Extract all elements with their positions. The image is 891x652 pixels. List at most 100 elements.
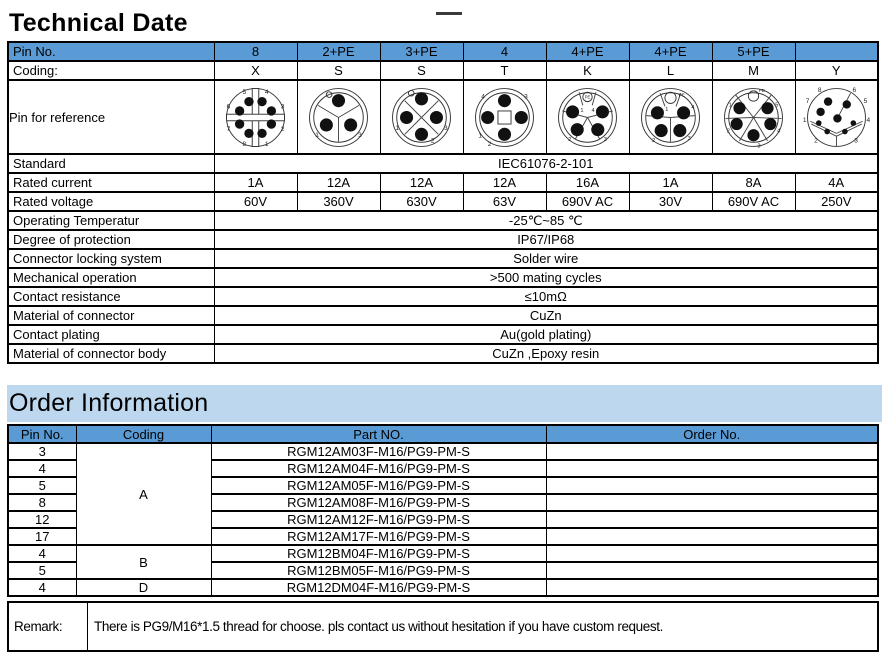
order-pin-cell: 5 [7,561,77,580]
tech-spec-cell-6: 690V AC [711,191,796,212]
order-part-no-cell: RGM12AM04F-M16/PG9-PM-S [210,459,547,478]
order-section-title: Order Information [9,389,209,417]
svg-text:PE: PE [679,92,685,97]
remark-row: Remark: There is PG9/M16*1.5 thread for … [7,601,879,652]
order-order-no-cell [545,561,879,580]
tech-pin-count-cell-4: 4+PE [545,41,630,62]
tech-coding-cell-2: S [379,60,464,81]
tech-spec-cell-4: 16A [545,172,630,193]
connector-t-4pin-icon: 4 3 12 [475,87,534,148]
tech-spec-row-4: Degree of protection IP67/IP68 [7,229,879,250]
order-order-no-cell [545,476,879,495]
order-part-no-cell: RGM12BM05F-M16/PG9-PM-S [210,561,547,580]
order-coding-cell: A [75,442,212,546]
tech-spec-span-value: IP67/IP68 [213,229,879,250]
tech-spec-cell-6: 8A [711,172,796,193]
tech-coding-cell-3: T [462,60,547,81]
technical-section-title: Technical Date [9,9,188,37]
svg-text:1: 1 [803,116,807,123]
tech-spec-cell-7: 250V [794,191,879,212]
order-part-no-cell: RGM12AM12F-M16/PG9-PM-S [210,510,547,529]
tech-pin-no-label: Pin No. [7,41,215,62]
svg-text:7: 7 [227,126,231,133]
svg-text:2: 2 [431,137,435,144]
tech-spec-label: Connector locking system [7,248,215,269]
tech-spec-label: Standard [7,153,215,174]
datasheet-page: Technical Date Pin No. 8 2+PE 3+PE 4 4+PE 4+PE… [0,9,891,652]
technical-table: Pin No. 8 2+PE 3+PE 4 4+PE 4+PE 5+PE Coding: X S S T… [7,41,879,364]
order-part-no-cell: RGM12BM04F-M16/PG9-PM-S [210,544,547,563]
tech-spec-label: Contact plating [7,324,215,345]
svg-text:3: 3 [604,136,607,142]
remark-table: Remark: There is PG9/M16*1.5 thread for … [7,601,879,652]
order-order-no-cell [545,442,879,461]
order-section-band: Order Information [7,385,882,422]
svg-text:1: 1 [580,107,583,113]
tech-spec-cell-0: 1A [213,172,298,193]
tech-spec-label: Rated voltage [7,191,215,212]
order-pin-cell: 5 [7,476,77,495]
tech-coding-cell-5: L [628,60,713,81]
tech-spec-cell-5: 30V [628,191,713,212]
tech-pin-count-cell-6: 5+PE [711,41,796,62]
tech-pin-count-cell-5: 4+PE [628,41,713,62]
order-pin-cell: 4 [7,544,77,563]
tech-spec-span-value: CuZn [213,305,879,326]
tech-pin-count-cell-1: 2+PE [296,41,381,62]
page-top-mark [436,12,462,15]
tech-spec-span-value: IEC61076-2-101 [213,153,879,174]
svg-text:4: 4 [592,107,595,113]
order-pin-cell: 12 [7,510,77,529]
order-row: 12 RGM12AM12F-M16/PG9-PM-S [7,510,879,529]
tech-spec-row-2: Rated voltage 60V 360V 630V 63V 690V AC 30V 690… [7,191,879,212]
order-table: Pin No. Coding Part NO. Order No. 3 A RGM1… [7,424,879,597]
svg-text:8: 8 [242,141,246,148]
order-header-part-no: Part NO. [210,424,547,444]
svg-text:1: 1 [265,141,269,148]
tech-spec-row-5: Connector locking system Solder wire [7,248,879,269]
connector-s-3pe-icon: 1 3 2 [392,87,451,147]
tech-spec-row-3: Operating Temperatur -25℃~85 ℃ [7,210,879,231]
connector-l-4pe-icon: PE 1 4 2 3 [641,87,700,147]
order-part-no-cell: RGM12AM05F-M16/PG9-PM-S [210,476,547,495]
svg-text:6: 6 [227,103,231,110]
tech-pin-count-cell-2: 3+PE [379,41,464,62]
tech-spec-span-value: >500 mating cycles [213,267,879,288]
tech-spec-row-9: Contact plating Au(gold plating) [7,324,879,345]
tech-spec-span-value: Solder wire [213,248,879,269]
tech-pin-reference-cell-4: PE 1 4 2 3 [545,79,630,155]
order-pin-cell: 4 [7,578,77,597]
tech-spec-label: Operating Temperatur [7,210,215,231]
svg-text:2: 2 [281,126,285,133]
tech-spec-row-10: Material of connector body CuZn ,Epoxy re… [7,343,879,364]
tech-coding-cell-1: S [296,60,381,81]
order-pin-cell: 3 [7,442,77,461]
svg-text:PE: PE [759,87,765,92]
svg-text:3: 3 [281,103,285,110]
connector-m-5pe-icon: PE 1 5 2 4 3 [724,87,783,149]
order-pin-cell: 17 [7,527,77,546]
svg-text:5: 5 [775,102,778,108]
tech-spec-cell-2: 630V [379,191,464,212]
order-row: 5 RGM12BM05F-M16/PG9-PM-S [7,561,879,580]
tech-spec-span-value: Au(gold plating) [213,324,879,345]
order-header-pin-no: Pin No. [7,424,77,444]
svg-text:4: 4 [481,93,485,100]
tech-coding-label: Coding: [7,60,215,81]
svg-text:4: 4 [866,116,870,123]
order-order-no-cell [545,459,879,478]
tech-spec-label: Degree of protection [7,229,215,250]
order-order-no-cell [545,510,879,529]
svg-text:3: 3 [524,93,528,100]
order-row: 5 RGM12AM05F-M16/PG9-PM-S [7,476,879,495]
tech-pin-reference-cell-5: PE 1 4 2 3 [628,79,713,155]
tech-spec-row-0: Standard IEC61076-2-101 [7,153,879,174]
order-coding-cell: D [75,578,212,597]
svg-text:1: 1 [729,102,732,108]
svg-text:2: 2 [727,128,730,134]
order-row: 4 RGM12AM04F-M16/PG9-PM-S [7,459,879,478]
svg-text:3: 3 [688,135,691,141]
